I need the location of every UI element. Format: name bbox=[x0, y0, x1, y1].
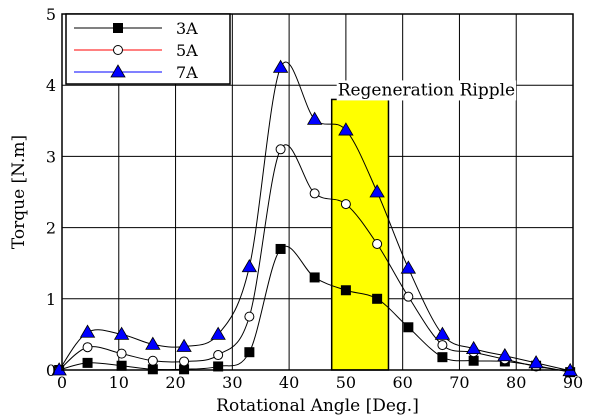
data-point-7A bbox=[528, 355, 544, 369]
data-point-5A bbox=[82, 342, 93, 353]
x-tick-label: 90 bbox=[563, 373, 583, 392]
y-axis-title: Torque [N.m] bbox=[9, 135, 29, 249]
data-point-5A bbox=[213, 350, 224, 361]
data-point-3A bbox=[244, 347, 255, 358]
data-point-5A bbox=[147, 355, 158, 366]
series-markers bbox=[51, 59, 578, 378]
highlight-box bbox=[330, 98, 390, 371]
data-point-3A bbox=[213, 361, 224, 372]
data-point-5A bbox=[309, 188, 320, 199]
annotation-label: Regeneration Ripple bbox=[338, 80, 515, 100]
data-point-7A bbox=[497, 347, 513, 362]
plot-border bbox=[61, 13, 574, 371]
data-point-5A bbox=[244, 311, 255, 322]
data-point-5A bbox=[275, 144, 286, 155]
data-point-5A bbox=[179, 356, 190, 367]
legend-marker-3A bbox=[113, 23, 123, 33]
x-tick-label: 40 bbox=[279, 373, 299, 392]
x-tick-label: 30 bbox=[222, 373, 242, 392]
data-point-5A bbox=[116, 348, 127, 359]
data-point-3A bbox=[82, 357, 93, 368]
x-tick-label: 20 bbox=[165, 373, 185, 392]
plot-frame bbox=[61, 13, 574, 371]
x-tick-label: 80 bbox=[506, 373, 526, 392]
data-point-3A bbox=[403, 322, 414, 333]
data-point-7A bbox=[369, 184, 385, 198]
data-point-7A bbox=[434, 326, 451, 340]
data-point-7A bbox=[241, 258, 258, 273]
data-point-7A bbox=[113, 326, 130, 340]
data-point-3A bbox=[468, 355, 479, 366]
data-point-7A bbox=[338, 122, 354, 136]
legend: 3A 5A 7A bbox=[65, 13, 231, 85]
tick-labels: 0 10 20 30 40 50 60 70 80 90 0 1 2 3 4 5 bbox=[46, 5, 583, 392]
data-point-3A bbox=[437, 352, 448, 363]
y-tick-label: 0 bbox=[46, 361, 56, 380]
legend-box bbox=[65, 13, 231, 85]
data-point-7A bbox=[145, 336, 161, 350]
x-tick-label: 70 bbox=[449, 373, 469, 392]
axis-titles: Rotational Angle [Deg.] Torque [N.m] bbox=[9, 135, 419, 416]
data-point-3A bbox=[372, 293, 383, 304]
data-point-7A bbox=[306, 111, 323, 125]
legend-label: 3A bbox=[176, 19, 198, 38]
data-point-7A bbox=[400, 260, 417, 274]
y-tick-label: 3 bbox=[46, 147, 56, 166]
series-line-7A bbox=[58, 61, 571, 372]
data-point-3A bbox=[275, 243, 286, 254]
legend-label: 7A bbox=[176, 63, 198, 82]
data-point-3A bbox=[309, 272, 320, 283]
y-tick-label: 4 bbox=[46, 76, 56, 95]
data-point-5A bbox=[340, 199, 351, 210]
y-tick-label: 5 bbox=[46, 5, 56, 24]
data-point-7A bbox=[210, 326, 226, 340]
legend-marker-5A bbox=[113, 45, 123, 55]
x-tick-label: 60 bbox=[392, 373, 412, 392]
data-point-5A bbox=[372, 238, 383, 249]
data-point-3A bbox=[116, 360, 127, 371]
legend-marker-7A bbox=[110, 64, 126, 78]
x-tick-label: 10 bbox=[109, 373, 129, 392]
data-point-5A bbox=[437, 340, 448, 351]
data-point-7A bbox=[272, 59, 289, 73]
x-axis-title: Rotational Angle [Deg.] bbox=[216, 396, 419, 416]
annotation-group: Regeneration Ripple bbox=[330, 80, 517, 371]
y-tick-label: 1 bbox=[46, 290, 56, 309]
series-line-5A bbox=[58, 144, 571, 372]
legend-label: 5A bbox=[176, 41, 198, 60]
series-lines bbox=[58, 61, 571, 373]
data-point-7A bbox=[465, 340, 482, 355]
annotation-label-bg bbox=[336, 80, 517, 101]
x-tick-label: 50 bbox=[336, 373, 356, 392]
data-point-7A bbox=[79, 324, 96, 338]
data-point-5A bbox=[403, 291, 414, 302]
y-tick-label: 2 bbox=[46, 219, 56, 238]
x-tick-label: 0 bbox=[57, 373, 67, 392]
data-point-3A bbox=[340, 285, 351, 296]
data-point-7A bbox=[176, 338, 192, 352]
